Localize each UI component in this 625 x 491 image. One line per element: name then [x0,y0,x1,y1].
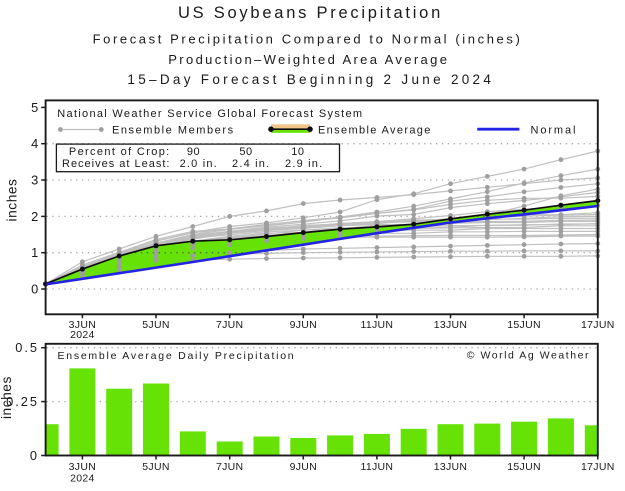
svg-text:15JUN: 15JUN [507,461,541,473]
svg-text:Forecast Precipitation Compa: Forecast Precipitation Compared to Norma… [93,31,523,46]
svg-text:13JUN: 13JUN [434,461,468,473]
svg-text:Production–Weighted Area Ave: Production–Weighted Area Average [168,52,449,67]
svg-text:5JUN: 5JUN [142,461,169,473]
svg-text:inches: inches [4,179,19,222]
svg-text:17JUN: 17JUN [581,319,615,331]
svg-text:15–Day Forecast Beginning 2: 15–Day Forecast Beginning 2 June 2024 [127,72,494,87]
svg-text:9JUN: 9JUN [290,319,317,331]
svg-text:Normal: Normal [531,125,578,137]
svg-text:Ensemble Average: Ensemble Average [318,125,432,137]
svg-text:9JUN: 9JUN [290,461,317,473]
svg-text:3JUN: 3JUN [69,319,96,331]
svg-text:0: 0 [31,281,38,296]
svg-text:7JUN: 7JUN [216,319,243,331]
svg-text:11JUN: 11JUN [360,461,393,473]
svg-text:2: 2 [31,209,38,224]
svg-text:Percent of Crop:: Percent of Crop: [69,146,171,158]
svg-text:0.25: 0.25 [6,394,39,409]
svg-text:4: 4 [31,136,38,151]
svg-text:© World Ag Weather: © World Ag Weather [467,350,590,362]
svg-text:US Soybeans Precipitation: US Soybeans Precipitation [178,4,443,22]
svg-text:5JUN: 5JUN [142,319,169,331]
svg-text:Ensemble Members: Ensemble Members [112,125,235,137]
svg-text:15JUN: 15JUN [507,319,541,331]
svg-text:0: 0 [30,448,39,463]
svg-text:2024: 2024 [70,329,95,341]
svg-text:0.5: 0.5 [15,340,39,355]
svg-text:1: 1 [31,245,38,260]
svg-text:National Weather Service Gl: National Weather Service Global Forecast… [57,108,363,120]
svg-text:2.0 in.: 2.0 in. [180,158,218,170]
svg-text:17JUN: 17JUN [581,461,615,473]
svg-text:Receives at Least:: Receives at Least: [62,158,171,170]
svg-text:inches: inches [0,376,14,419]
svg-text:2024: 2024 [70,472,95,484]
svg-text:3JUN: 3JUN [69,461,96,473]
svg-text:10: 10 [291,146,304,158]
svg-text:7JUN: 7JUN [216,461,243,473]
svg-text:3: 3 [31,172,38,187]
svg-text:2.9 in.: 2.9 in. [285,158,323,170]
svg-text:50: 50 [239,146,252,158]
svg-text:Ensemble Average Daily Prec: Ensemble Average Daily Precipitation [58,350,296,362]
svg-text:11JUN: 11JUN [360,319,393,331]
svg-text:90: 90 [187,146,200,158]
svg-text:2.4 in.: 2.4 in. [232,158,270,170]
svg-text:13JUN: 13JUN [434,319,468,331]
svg-text:5: 5 [31,100,38,115]
